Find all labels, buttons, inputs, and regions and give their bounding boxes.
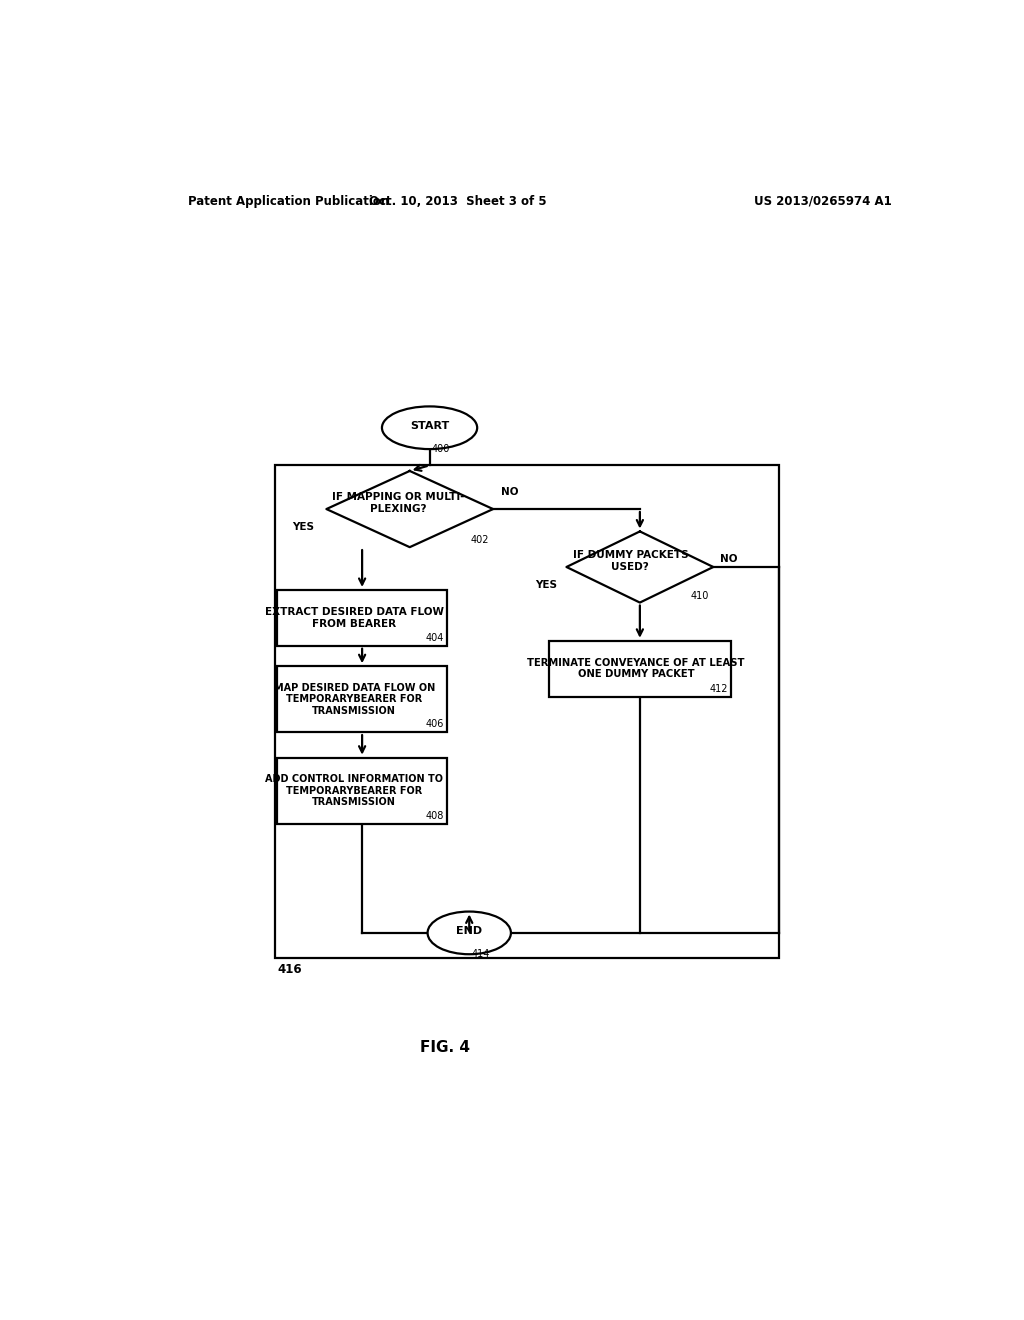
- Text: 416: 416: [278, 964, 302, 977]
- Text: FIG. 4: FIG. 4: [421, 1040, 470, 1055]
- Text: 404: 404: [426, 632, 444, 643]
- Text: MAP DESIRED DATA FLOW ON
TEMPORARYBEARER FOR
TRANSMISSION: MAP DESIRED DATA FLOW ON TEMPORARYBEARER…: [273, 682, 435, 715]
- Text: US 2013/0265974 A1: US 2013/0265974 A1: [754, 194, 891, 207]
- Text: 410: 410: [691, 590, 710, 601]
- Text: IF MAPPING OR MULTI-
PLEXING?: IF MAPPING OR MULTI- PLEXING?: [332, 492, 464, 513]
- Text: YES: YES: [293, 523, 314, 532]
- Text: NO: NO: [501, 487, 518, 496]
- Text: EXTRACT DESIRED DATA FLOW
FROM BEARER: EXTRACT DESIRED DATA FLOW FROM BEARER: [264, 607, 443, 628]
- Text: Oct. 10, 2013  Sheet 3 of 5: Oct. 10, 2013 Sheet 3 of 5: [369, 194, 546, 207]
- Text: ADD CONTROL INFORMATION TO
TEMPORARYBEARER FOR
TRANSMISSION: ADD CONTROL INFORMATION TO TEMPORARYBEAR…: [265, 774, 443, 808]
- Ellipse shape: [428, 912, 511, 954]
- Text: NO: NO: [720, 554, 737, 564]
- Text: YES: YES: [535, 581, 557, 590]
- Text: END: END: [456, 925, 482, 936]
- Ellipse shape: [382, 407, 477, 449]
- Text: 412: 412: [710, 684, 728, 693]
- Text: 414: 414: [472, 949, 490, 960]
- FancyBboxPatch shape: [549, 640, 731, 697]
- Text: 400: 400: [432, 444, 451, 454]
- Text: Patent Application Publication: Patent Application Publication: [187, 194, 389, 207]
- Text: 406: 406: [426, 719, 444, 729]
- Text: 408: 408: [426, 810, 444, 821]
- Polygon shape: [327, 471, 494, 548]
- Text: TERMINATE CONVEYANCE OF AT LEAST
ONE DUMMY PACKET: TERMINATE CONVEYANCE OF AT LEAST ONE DUM…: [527, 657, 744, 680]
- Text: 402: 402: [471, 535, 489, 545]
- FancyBboxPatch shape: [276, 667, 447, 733]
- Polygon shape: [566, 532, 714, 602]
- FancyBboxPatch shape: [276, 758, 447, 824]
- Text: START: START: [410, 421, 450, 430]
- FancyBboxPatch shape: [276, 590, 447, 645]
- Text: IF DUMMY PACKETS
USED?: IF DUMMY PACKETS USED?: [572, 550, 688, 572]
